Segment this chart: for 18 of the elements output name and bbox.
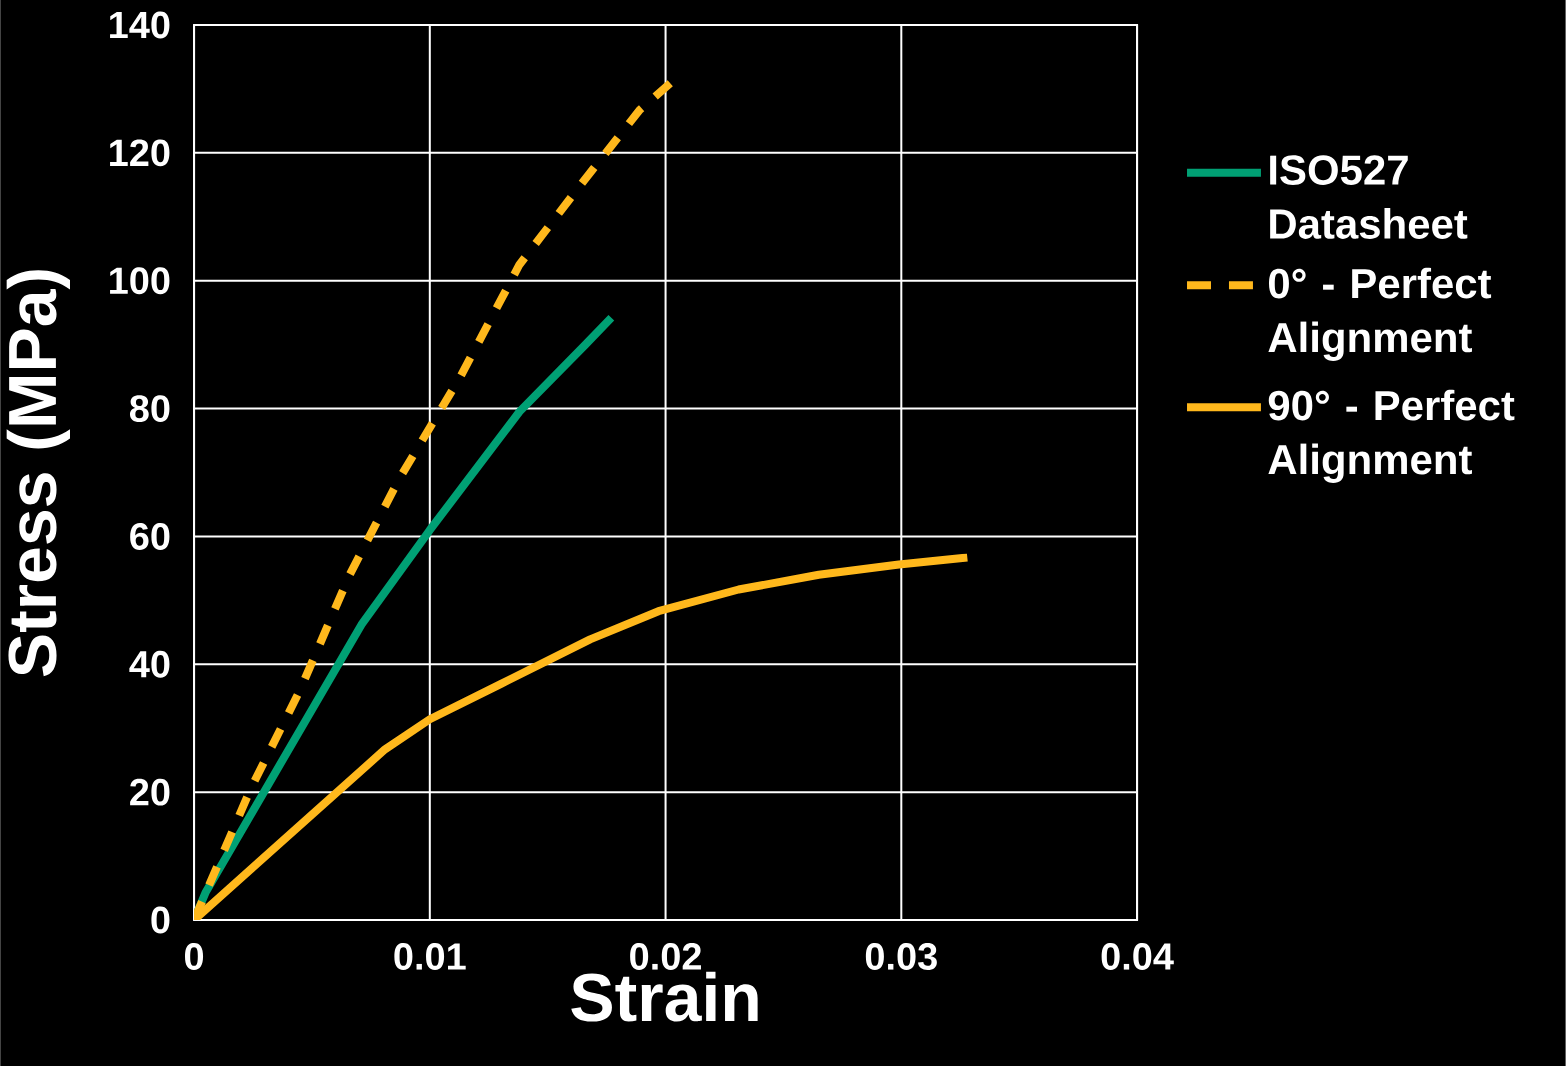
y-tick-label: 140: [110, 11, 170, 39]
x-tick-label: 0.01: [394, 943, 466, 971]
y-tick-label: 0: [151, 906, 170, 934]
y-tick-label: 80: [129, 395, 170, 423]
legend-label: 90° - Perfect Alignment: [1268, 389, 1515, 483]
x-tick-label: 0.03: [865, 943, 937, 971]
x-axis-title: Strain: [571, 971, 758, 1022]
y-tick-label: 40: [129, 650, 170, 678]
y-tick-label: 100: [110, 267, 170, 295]
y-axis-title: Stress (MPa): [6, 270, 70, 677]
y-tick-label: 60: [130, 523, 170, 550]
y-tick-label: 120: [110, 139, 170, 167]
y-tick-label: 20: [130, 778, 170, 806]
x-tick-label: 0: [185, 943, 204, 971]
x-tick-label: 0.02: [630, 943, 701, 971]
legend-label: ISO527 Datasheet: [1270, 155, 1468, 239]
x-tick-label: 0.04: [1101, 943, 1174, 971]
legend-label: 0° - Perfect Alignment: [1268, 267, 1492, 361]
